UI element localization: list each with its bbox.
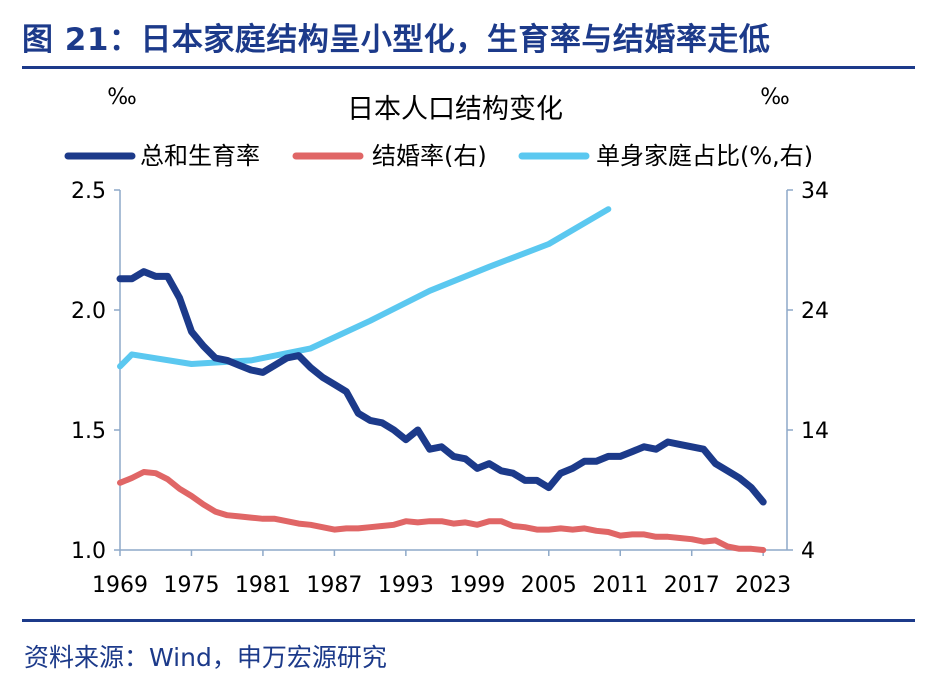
x-tick-label: 2017 <box>664 573 720 598</box>
figure-title: 图 21：日本家庭结构呈小型化，生育率与结婚率走低 <box>22 22 771 58</box>
right-tick-label: 4 <box>801 539 815 564</box>
left-axis-unit: ‰ <box>107 85 137 110</box>
right-tick-label: 34 <box>801 179 829 204</box>
axes: 2.5 2.0 1.5 1.0 34 24 14 4 1969 1975 1981 1987 1993 1… <box>71 179 829 598</box>
x-tick-label: 1987 <box>306 573 362 598</box>
legend-label: 结婚率(右) <box>372 142 487 170</box>
series-line-1 <box>117 469 767 553</box>
left-tick-label: 2.5 <box>71 179 106 204</box>
x-tick-label: 1981 <box>235 573 291 598</box>
series-layer <box>116 206 767 553</box>
x-tick-label: 2023 <box>735 573 791 598</box>
title-divider <box>22 66 915 69</box>
legend-item-2: 单身家庭占比(%,右) <box>518 142 813 170</box>
legend: 总和生育率 结婚率(右) 单身家庭占比(%,右) <box>64 142 813 170</box>
x-tick-label: 1975 <box>163 573 219 598</box>
x-tick-label: 1993 <box>378 573 434 598</box>
legend-item-1: 结婚率(右) <box>292 142 487 170</box>
left-tick-label: 1.5 <box>71 419 106 444</box>
right-tick-label: 14 <box>801 419 829 444</box>
legend-item-0: 总和生育率 <box>64 142 260 170</box>
footer-divider <box>22 619 915 622</box>
x-tick-label: 2011 <box>592 573 648 598</box>
chart-title: 日本人口结构变化 <box>347 94 563 125</box>
x-tick-label: 2005 <box>521 573 577 598</box>
right-axis-unit: ‰ <box>760 85 790 110</box>
series-line-0 <box>116 268 767 506</box>
series-line-2 <box>117 206 612 370</box>
legend-label: 单身家庭占比(%,右) <box>596 142 813 170</box>
x-tick-label: 1969 <box>92 573 148 598</box>
legend-label: 总和生育率 <box>140 142 260 170</box>
x-tick-label: 1999 <box>449 573 505 598</box>
right-tick-label: 24 <box>801 299 829 324</box>
left-tick-label: 1.0 <box>71 539 106 564</box>
left-tick-label: 2.0 <box>71 299 106 324</box>
source-note: 资料来源：Wind，申万宏源研究 <box>24 643 387 672</box>
